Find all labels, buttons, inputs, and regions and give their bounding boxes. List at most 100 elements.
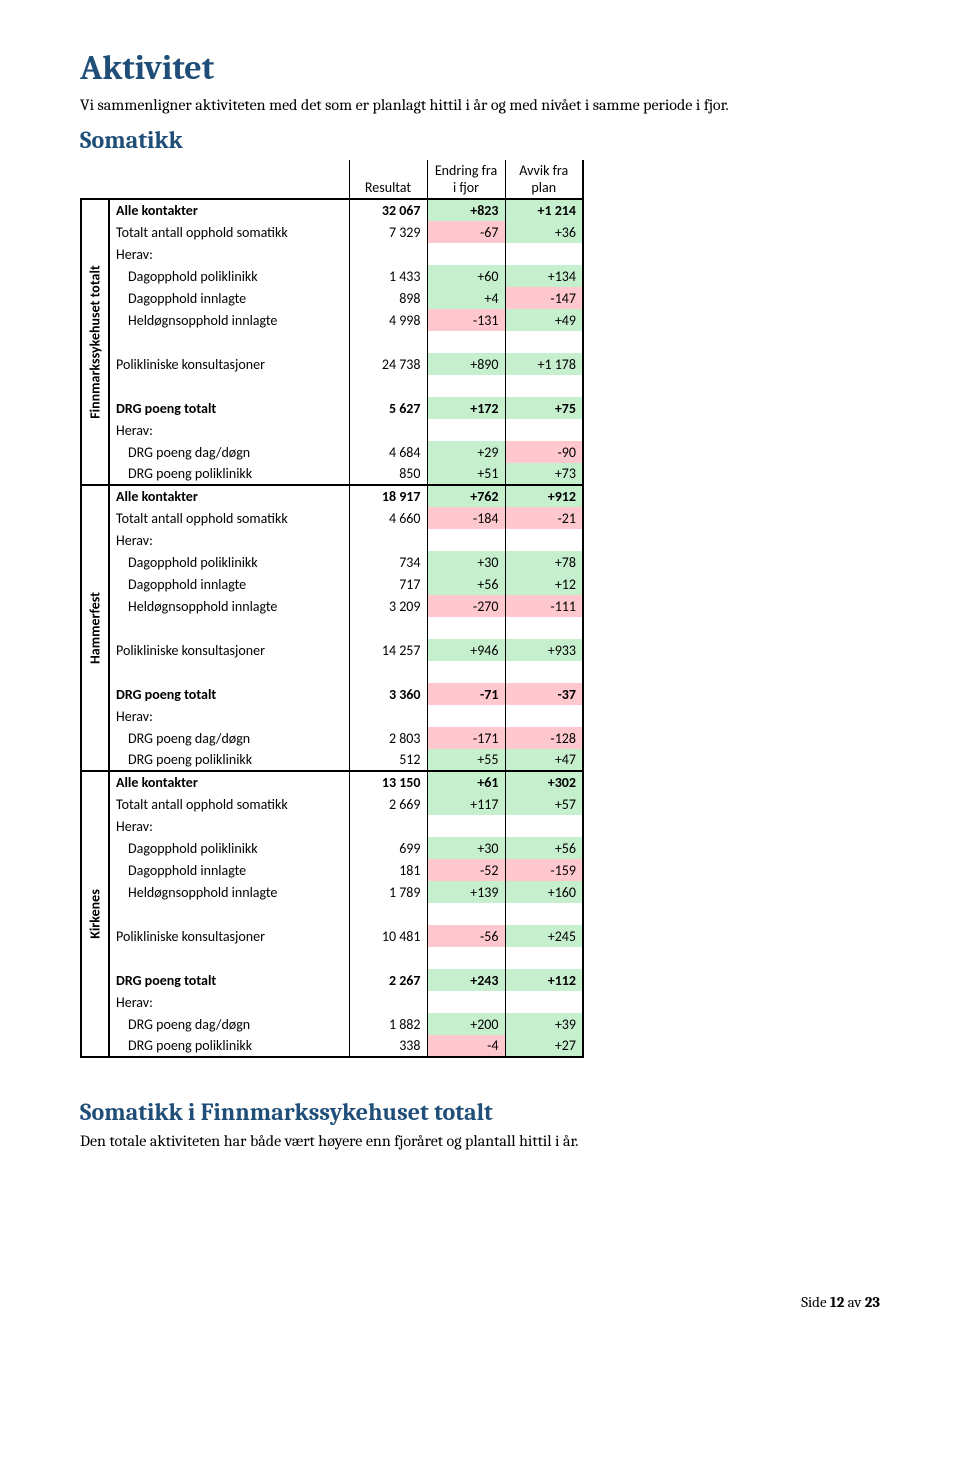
cell-value: 850 [349, 463, 427, 485]
cell-value [505, 331, 583, 353]
cell-value: -171 [427, 727, 505, 749]
cell-value [349, 529, 427, 551]
cell-value: -128 [505, 727, 583, 749]
cell-value: +933 [505, 639, 583, 661]
row-label: Totalt antall opphold somatikk [109, 793, 349, 815]
cell-value: +56 [427, 573, 505, 595]
row-label: Dagopphold innlagte [109, 287, 349, 309]
cell-value [427, 947, 505, 969]
cell-value: -21 [505, 507, 583, 529]
cell-value [505, 617, 583, 639]
table-row: Dagopphold innlagte181-52-159 [81, 859, 583, 881]
table-row: Totalt antall opphold somatikk4 660-184-… [81, 507, 583, 529]
cell-value: +890 [427, 353, 505, 375]
cell-value: 2 803 [349, 727, 427, 749]
row-label: DRG poeng dag/døgn [109, 727, 349, 749]
cell-value: +134 [505, 265, 583, 287]
cell-value: +823 [427, 199, 505, 221]
table-row: DRG poeng poliklinikk512+55+47 [81, 749, 583, 771]
cell-value: 2 267 [349, 969, 427, 991]
cell-value [505, 419, 583, 441]
cell-value [505, 375, 583, 397]
cell-value: 18 917 [349, 485, 427, 507]
cell-value: 898 [349, 287, 427, 309]
table-row: KirkenesAlle kontakter13 150+61+302 [81, 771, 583, 793]
table-row: Finnmarkssykehuset totaltAlle kontakter3… [81, 199, 583, 221]
cell-value: +946 [427, 639, 505, 661]
cell-value [349, 375, 427, 397]
cell-value: +55 [427, 749, 505, 771]
table-row: Dagopphold poliklinikk1 433+60+134 [81, 265, 583, 287]
cell-value: +302 [505, 771, 583, 793]
cell-value: +73 [505, 463, 583, 485]
row-label: DRG poeng totalt [109, 683, 349, 705]
cell-value [427, 529, 505, 551]
table-row: Herav: [81, 991, 583, 1013]
cell-value: +762 [427, 485, 505, 507]
summary-title: Somatikk i Finnmarkssykehuset totalt [80, 1098, 880, 1126]
table-row: DRG poeng dag/døgn2 803-171-128 [81, 727, 583, 749]
cell-value [505, 243, 583, 265]
cell-value: +51 [427, 463, 505, 485]
cell-value: +200 [427, 1013, 505, 1035]
cell-value: +56 [505, 837, 583, 859]
cell-value: +57 [505, 793, 583, 815]
table-row: Herav: [81, 815, 583, 837]
row-label [109, 661, 349, 683]
somatikk-table: Resultat Endring fra i fjor Avvik fra pl… [80, 160, 584, 1058]
cell-value [349, 903, 427, 925]
row-label: Herav: [109, 705, 349, 727]
cell-value [427, 815, 505, 837]
row-label: Alle kontakter [109, 485, 349, 507]
cell-value [349, 705, 427, 727]
row-label: DRG poeng totalt [109, 397, 349, 419]
cell-value: +36 [505, 221, 583, 243]
cell-value [349, 243, 427, 265]
cell-value: +912 [505, 485, 583, 507]
cell-value: 5 627 [349, 397, 427, 419]
row-label: DRG poeng poliklinikk [109, 463, 349, 485]
row-label [109, 331, 349, 353]
row-label: Herav: [109, 243, 349, 265]
table-row [81, 947, 583, 969]
col-endring: Endring fra i fjor [427, 160, 505, 199]
cell-value: +1 214 [505, 199, 583, 221]
row-label: DRG poeng dag/døgn [109, 1013, 349, 1035]
table-row: DRG poeng totalt3 360-71-37 [81, 683, 583, 705]
intro-text: Vi sammenligner aktiviteten med det som … [80, 94, 880, 116]
row-label [109, 947, 349, 969]
cell-value [427, 617, 505, 639]
cell-value [349, 815, 427, 837]
group-label: Kirkenes [81, 771, 109, 1057]
row-label: Polikliniske konsultasjoner [109, 639, 349, 661]
cell-value: 4 684 [349, 441, 427, 463]
cell-value [349, 991, 427, 1013]
row-label: Dagopphold poliklinikk [109, 551, 349, 573]
row-label: Alle kontakter [109, 771, 349, 793]
cell-value: +49 [505, 309, 583, 331]
table-row [81, 617, 583, 639]
row-label: Polikliniske konsultasjoner [109, 353, 349, 375]
table-row [81, 331, 583, 353]
cell-value [505, 661, 583, 683]
row-label: Totalt antall opphold somatikk [109, 221, 349, 243]
cell-value [349, 331, 427, 353]
row-label: Heldøgnsopphold innlagte [109, 595, 349, 617]
cell-value: 181 [349, 859, 427, 881]
table-row: Dagopphold poliklinikk699+30+56 [81, 837, 583, 859]
cell-value [427, 903, 505, 925]
cell-value: 1 882 [349, 1013, 427, 1035]
table-row: Herav: [81, 243, 583, 265]
cell-value: +139 [427, 881, 505, 903]
table-row: Herav: [81, 705, 583, 727]
col-resultat: Resultat [349, 160, 427, 199]
cell-value: +30 [427, 551, 505, 573]
cell-value: -270 [427, 595, 505, 617]
table-row: DRG poeng poliklinikk338-4+27 [81, 1035, 583, 1057]
summary-text: Den totale aktiviteten har både vært høy… [80, 1130, 880, 1152]
cell-value: +117 [427, 793, 505, 815]
cell-value [505, 705, 583, 727]
cell-value: 699 [349, 837, 427, 859]
cell-value [427, 331, 505, 353]
row-label: Alle kontakter [109, 199, 349, 221]
